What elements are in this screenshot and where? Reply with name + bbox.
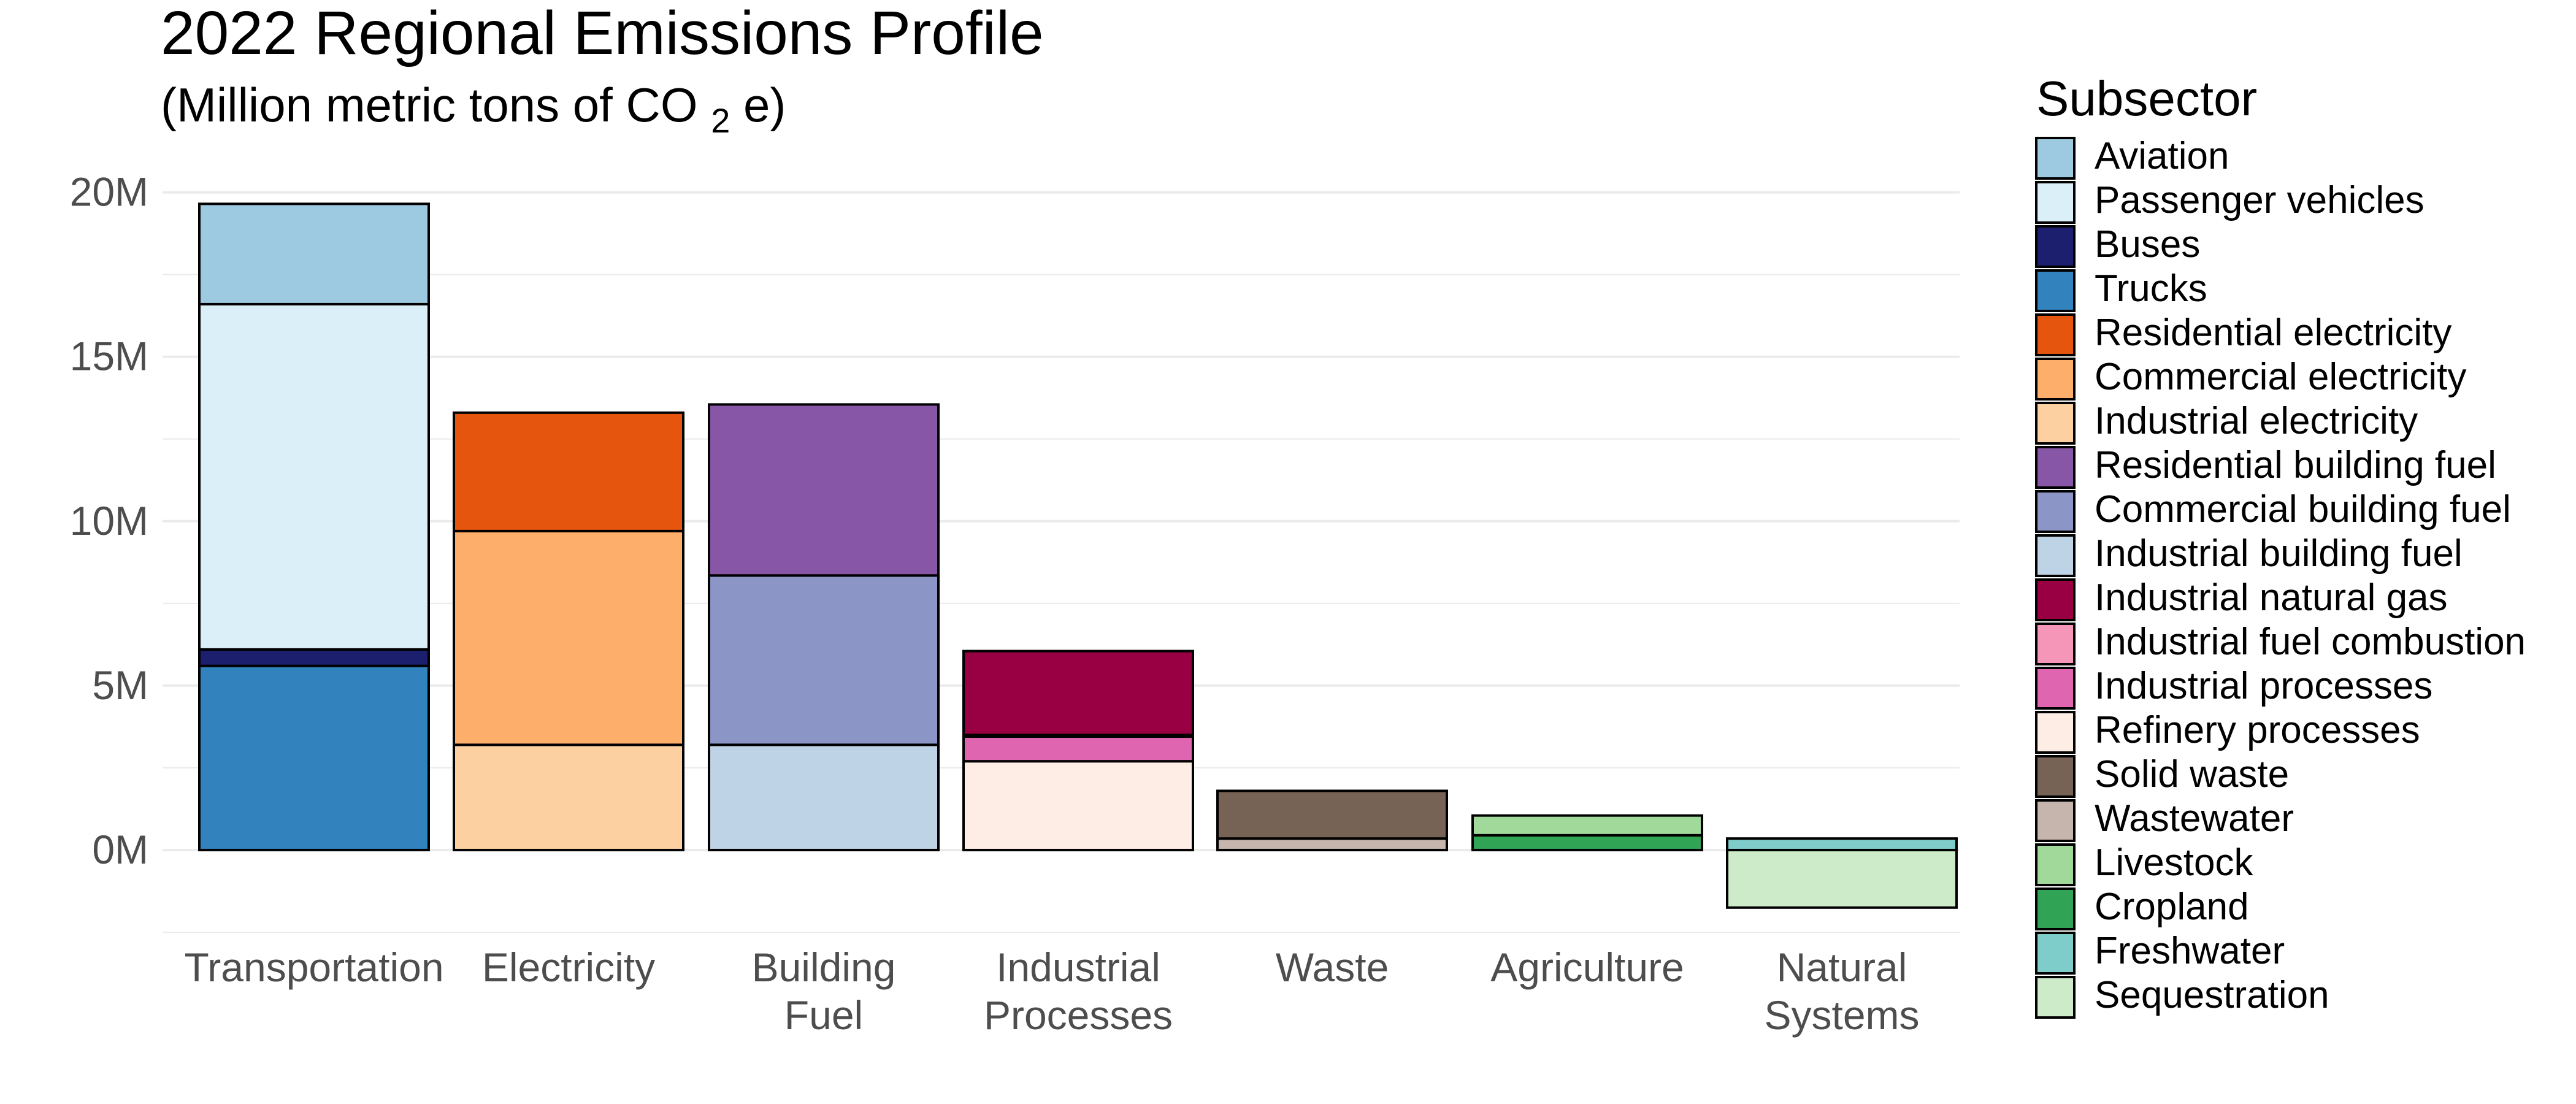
x-category-label: Natural Systems xyxy=(1764,945,1919,1038)
legend-label: Sequestration xyxy=(2095,974,2329,1016)
legend-swatch xyxy=(2035,534,2076,577)
legend-label: Residential electricity xyxy=(2095,312,2451,354)
legend-label: Livestock xyxy=(2095,841,2253,884)
legend-label: Industrial building fuel xyxy=(2095,532,2463,575)
subtitle-suffix: e) xyxy=(743,78,786,132)
bar-segment xyxy=(962,760,1194,851)
axis-layer: 0M 5M 10M 15M 20M Transportation Electricity Bu… xyxy=(70,169,1920,1038)
legend-swatch xyxy=(2035,446,2076,489)
legend-label: Trucks xyxy=(2095,267,2207,310)
legend-label: Refinery processes xyxy=(2095,709,2420,751)
x-category-label: Waste xyxy=(1276,945,1389,990)
bar-segment xyxy=(1216,789,1448,840)
legend-label: Commercial building fuel xyxy=(2095,488,2511,531)
bar-segment xyxy=(708,743,940,851)
legend-swatch xyxy=(2035,799,2076,842)
legend-swatch xyxy=(2035,181,2076,224)
bar-segment xyxy=(453,411,684,532)
legend-swatch xyxy=(2035,313,2076,356)
legend-label: Solid waste xyxy=(2095,753,2289,795)
bar-segment xyxy=(1471,834,1703,851)
bar-segment xyxy=(962,735,1194,763)
legend-swatch xyxy=(2035,225,2076,268)
legend-swatch xyxy=(2035,578,2076,621)
legend-swatch xyxy=(2035,711,2076,754)
subtitle-subscript: 2 xyxy=(711,101,730,140)
legend-label: Industrial electricity xyxy=(2095,400,2418,442)
chart-subtitle: (Million metric tons of CO 2 e) xyxy=(161,78,786,143)
legend-title: Subsector xyxy=(2036,71,2257,126)
legend-label: Commercial electricity xyxy=(2095,356,2466,398)
legend-swatch xyxy=(2035,623,2076,665)
legend-swatch xyxy=(2035,667,2076,710)
legend-swatch xyxy=(2035,932,2076,975)
x-category-label: Agriculture xyxy=(1490,945,1684,990)
y-tick-label: 15M xyxy=(70,334,148,379)
legend-label: Cropland xyxy=(2095,886,2249,928)
legend-swatch xyxy=(2035,269,2076,312)
y-tick-label: 10M xyxy=(70,498,148,543)
legend-swatch xyxy=(2035,402,2076,445)
legend-label: Industrial fuel combustion xyxy=(2095,621,2526,663)
legend-label: Aviation xyxy=(2095,135,2229,177)
bar-segment xyxy=(962,650,1194,737)
bar-segment xyxy=(1471,814,1703,837)
legend-label: Wastewater xyxy=(2095,797,2294,840)
legend-swatch xyxy=(2035,490,2076,533)
bar-segment xyxy=(453,529,684,746)
bar-segment xyxy=(198,302,430,651)
legend-swatch xyxy=(2035,843,2076,886)
bar-segment xyxy=(198,664,430,851)
bar-segment xyxy=(198,648,430,667)
legend-label: Industrial processes xyxy=(2095,665,2432,707)
bar-segment xyxy=(1216,837,1448,851)
y-tick-label: 5M xyxy=(92,662,148,708)
legend-swatch xyxy=(2035,976,2076,1019)
bars-layer xyxy=(198,202,1958,909)
chart-title: 2022 Regional Emissions Profile xyxy=(161,0,1044,67)
legend-label: Buses xyxy=(2095,223,2200,266)
x-category-label: Building Fuel xyxy=(752,945,896,1038)
x-category-label: Transportation xyxy=(184,945,443,990)
legend-swatch xyxy=(2035,887,2076,930)
x-category-label: Electricity xyxy=(482,945,655,990)
y-tick-label: 0M xyxy=(92,827,148,872)
legend-label: Industrial natural gas xyxy=(2095,577,2448,619)
y-tick-label: 20M xyxy=(70,169,148,215)
bar-segment xyxy=(708,403,940,577)
x-category-label: Industrial Processes xyxy=(984,945,1173,1038)
bar-segment xyxy=(1726,837,1958,851)
legend-swatch xyxy=(2035,755,2076,798)
legend-label: Residential building fuel xyxy=(2095,444,2496,486)
legend-swatch xyxy=(2035,137,2076,180)
legend-label: Passenger vehicles xyxy=(2095,179,2425,221)
bar-segment xyxy=(708,574,940,746)
subtitle-prefix: (Million metric tons of CO xyxy=(161,78,698,132)
legend-label: Freshwater xyxy=(2095,930,2285,972)
bar-segment xyxy=(198,202,430,305)
bar-segment xyxy=(453,743,684,851)
bar-segment xyxy=(1726,848,1958,909)
legend-swatch xyxy=(2035,358,2076,401)
